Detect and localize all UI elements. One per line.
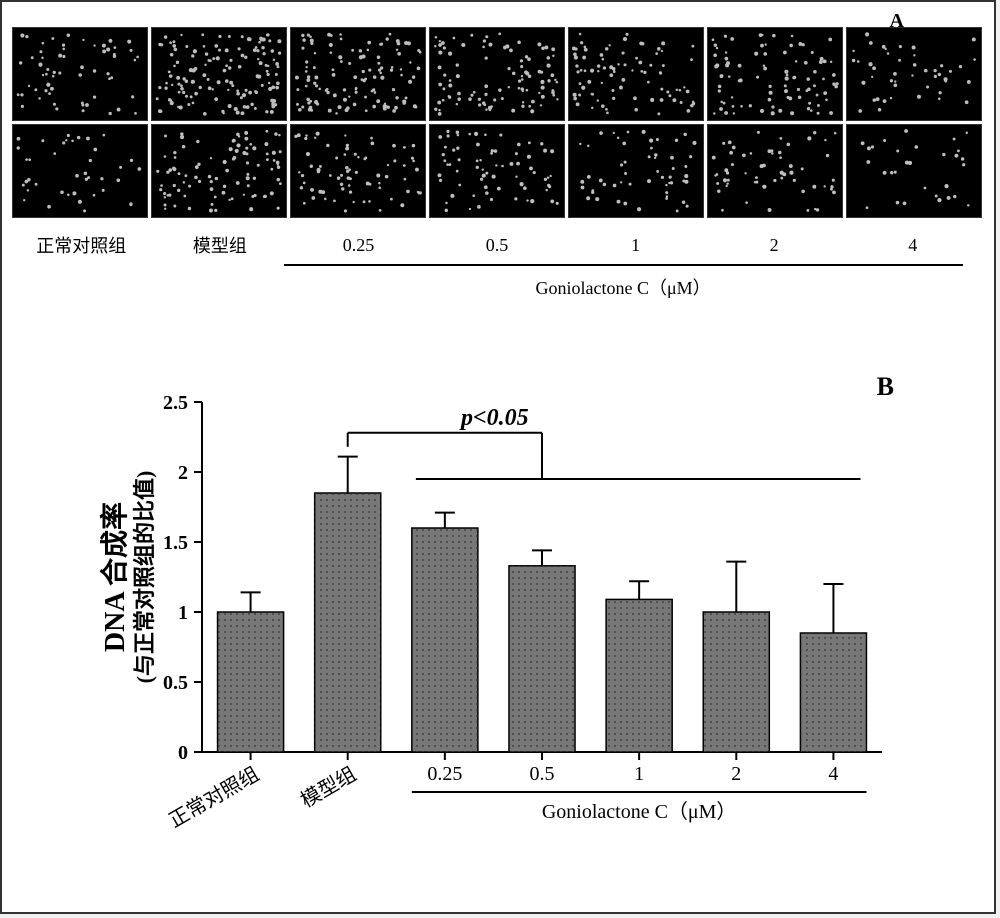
micrograph	[290, 27, 426, 121]
svg-text:(与正常对照组的比值): (与正常对照组的比值)	[132, 471, 157, 684]
bar-chart: 0 0.5 1 1.5 2 2.5 DNA 合成率(与正常对照组的比值) 正常对照组模型组 0.…	[97, 372, 927, 872]
panel-a-group-label: 1	[566, 235, 705, 256]
svg-text:1: 1	[178, 602, 188, 624]
panel-a-underline	[284, 264, 963, 266]
micrograph	[846, 124, 982, 218]
panel-a-group-label: 0.25	[289, 235, 428, 256]
micrograph	[568, 124, 704, 218]
svg-text:DNA 合成率: DNA 合成率	[98, 502, 131, 652]
svg-text:0.5: 0.5	[530, 763, 555, 785]
panel-a-group-labels: 正常对照组模型组0.250.5124	[12, 230, 982, 260]
panel-a-group-label: 2	[705, 235, 844, 256]
svg-text:1.5: 1.5	[163, 532, 188, 554]
panel-a-group-label: 模型组	[151, 232, 290, 258]
panel-a-compound-label: Goniolactone C（μM）	[284, 274, 963, 300]
micrograph	[707, 27, 843, 121]
svg-text:2: 2	[731, 763, 741, 785]
panel-a-group-label: 正常对照组	[12, 232, 151, 258]
svg-text:0.5: 0.5	[163, 672, 188, 694]
svg-text:0: 0	[178, 742, 188, 764]
svg-text:0.25: 0.25	[427, 763, 462, 785]
micrograph	[429, 124, 565, 218]
micrograph	[290, 124, 426, 218]
svg-text:2.5: 2.5	[163, 392, 188, 414]
svg-text:1: 1	[634, 763, 644, 785]
micrograph	[568, 27, 704, 121]
panel-b: 0 0.5 1 1.5 2 2.5 DNA 合成率(与正常对照组的比值) 正常对照组模型组 0.…	[97, 372, 927, 872]
micrograph	[707, 124, 843, 218]
svg-text:Goniolactone C（μM）: Goniolactone C（μM）	[542, 800, 737, 823]
micrograph	[12, 27, 148, 121]
micrograph-row-top	[12, 27, 982, 121]
micrograph	[151, 27, 287, 121]
micrograph	[846, 27, 982, 121]
micrograph-grid	[12, 27, 982, 218]
panel-a-group-label: 0.5	[428, 235, 567, 256]
micrograph	[12, 124, 148, 218]
micrograph	[151, 124, 287, 218]
svg-text:p<0.05: p<0.05	[459, 405, 529, 431]
figure-container: A 正常对照组模型组0.250.5124 Goniolactone C（μM） …	[0, 0, 996, 914]
micrograph-row-bottom	[12, 124, 982, 218]
svg-text:正常对照组: 正常对照组	[165, 762, 263, 832]
svg-text:模型组: 模型组	[297, 762, 360, 812]
panel-a: 正常对照组模型组0.250.5124 Goniolactone C（μM）	[12, 27, 982, 260]
micrograph	[429, 27, 565, 121]
panel-a-group-label: 4	[843, 235, 982, 256]
svg-text:2: 2	[178, 462, 188, 484]
svg-text:4: 4	[828, 763, 838, 785]
